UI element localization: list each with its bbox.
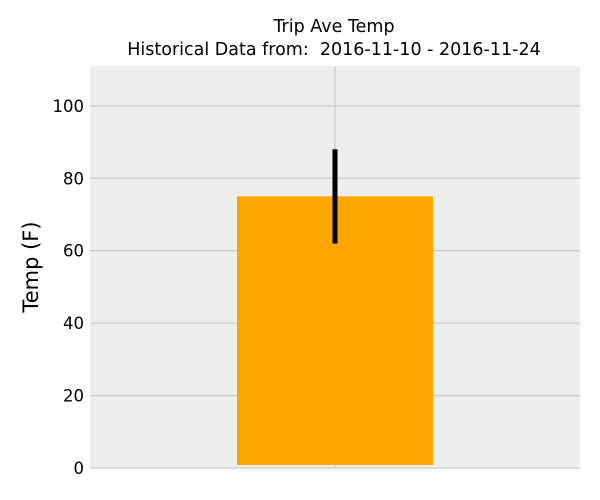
- y-tick-label: 20: [63, 387, 84, 406]
- y-axis-label: Temp (F): [19, 221, 43, 313]
- y-axis-ticks: 0 20 40 60 80 100: [53, 97, 85, 478]
- chart-subtitle: Historical Data from: 2016-11-10 - 2016-…: [127, 40, 541, 60]
- y-tick-label: 100: [53, 97, 85, 116]
- y-tick-label: 60: [63, 242, 84, 261]
- y-tick-label: 0: [74, 459, 85, 478]
- y-tick-label: 80: [63, 169, 84, 188]
- y-tick-label: 40: [63, 314, 84, 333]
- chart-title: Trip Ave Temp: [273, 17, 395, 37]
